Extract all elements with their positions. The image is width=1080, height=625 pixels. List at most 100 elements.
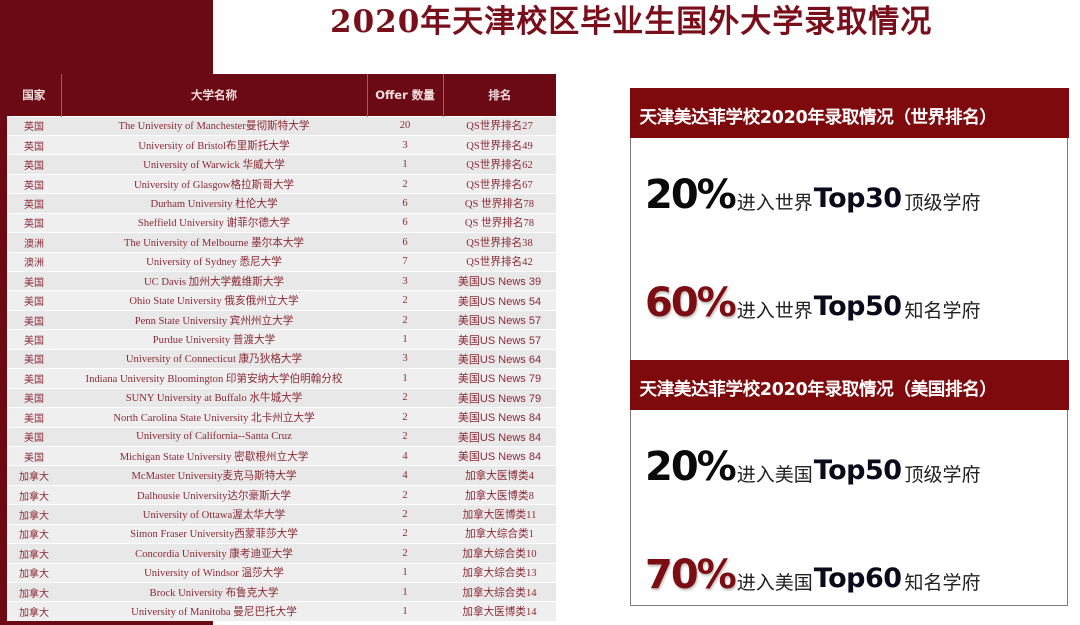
- table-row: 美国 Purdue University 普渡大学 1 美国US News 57: [7, 329, 556, 350]
- cell-university: University of Warwick 华威大学: [61, 154, 367, 175]
- cell-university: The University of Melbourne 墨尔本大学: [61, 232, 367, 253]
- stat-prefix: 进入世界: [736, 191, 813, 214]
- cell-country: 美国: [7, 290, 61, 311]
- cell-rank: QS世界排名49: [443, 134, 556, 155]
- cell-university: University of Ottawa渥太华大学: [61, 504, 367, 525]
- cell-offers: 1: [367, 562, 443, 583]
- cell-country: 美国: [7, 309, 61, 330]
- cell-country: 美国: [7, 407, 61, 427]
- cell-university: University of Glasgow格拉斯哥大学: [61, 173, 367, 194]
- cell-rank: QS世界排名42: [443, 251, 556, 272]
- stat-world-top30: 20% 进入世界 Top30 顶级学府: [631, 138, 1067, 246]
- table-row: 美国 SUNY University at Buffalo 水牛城大学 2 美国US …: [7, 387, 556, 408]
- table-body: 英国 The University of Manchester曼彻斯特大学 20 QS…: [7, 115, 556, 622]
- cell-university: Penn State University 宾州州立大学: [61, 309, 367, 330]
- cell-university: McMaster University麦克马斯特大学: [61, 465, 367, 486]
- cell-offers: 3: [367, 270, 443, 291]
- cell-rank: 加拿大综合类14: [443, 581, 556, 602]
- stat-percentage: 70%: [645, 552, 737, 598]
- cell-rank: 美国US News 79: [443, 368, 556, 389]
- cell-rank: 美国US News 64: [443, 348, 556, 369]
- cell-rank: 美国US News 39: [443, 270, 556, 291]
- cell-university: UC Davis 加州大学戴维斯大学: [61, 270, 367, 291]
- cell-country: 澳洲: [7, 251, 61, 272]
- cell-country: 美国: [7, 445, 61, 466]
- cell-offers: 2: [367, 173, 443, 194]
- table-row: 美国 UC Davis 加州大学戴维斯大学 3 美国US News 39: [7, 270, 556, 291]
- header-country: 国家: [7, 74, 61, 116]
- table-row: 加拿大 Simon Fraser University西蒙菲莎大学 2 加拿大综合类1: [7, 523, 556, 544]
- table-row: 美国 Michigan State University 密歇根州立大学 4 美国US…: [7, 445, 556, 466]
- header-rank: 排名: [442, 74, 556, 116]
- table-row: 加拿大 Dalhousie University达尔豪斯大学 2 加拿大医博类8: [7, 484, 556, 505]
- cell-offers: 3: [367, 134, 443, 155]
- cell-offers: 7: [367, 251, 443, 272]
- table-row: 美国 University of Connecticut 康乃狄格大学 3 美国US …: [7, 348, 556, 369]
- cell-offers: 2: [367, 309, 443, 330]
- cell-university: Indiana University Bloomington 印第安纳大学伯明翰…: [61, 368, 367, 389]
- cell-country: 加拿大: [7, 562, 61, 583]
- cell-country: 加拿大: [7, 601, 61, 622]
- cell-rank: QS世界排名67: [443, 173, 556, 194]
- cell-rank: 美国US News 54: [443, 290, 556, 311]
- stat-us-top50: 20% 进入美国 Top50 顶级学府: [631, 410, 1067, 518]
- table-row: 加拿大 Brock University 布鲁克大学 1 加拿大综合类14: [7, 581, 556, 602]
- cell-offers: 2: [367, 426, 443, 447]
- cell-offers: 1: [367, 154, 443, 175]
- cell-university: University of Bristol布里斯托大学: [61, 134, 367, 155]
- cell-country: 美国: [7, 270, 61, 291]
- stat-prefix: 进入世界: [736, 299, 813, 322]
- us-ranking-header: 天津美达菲学校2020年录取情况（美国排名）: [629, 360, 1069, 410]
- cell-offers: 20: [367, 115, 443, 136]
- cell-rank: 美国US News 84: [443, 445, 556, 466]
- cell-rank: 美国US News 57: [443, 329, 556, 350]
- stat-suffix: 顶级学府: [904, 191, 981, 214]
- cell-rank: 加拿大综合类13: [443, 562, 556, 583]
- cell-offers: 2: [367, 523, 443, 544]
- table-row: 美国 University of California--Santa Cruz 2 美…: [7, 426, 556, 447]
- cell-rank: 加拿大综合类1: [443, 523, 556, 544]
- cell-country: 澳洲: [7, 232, 61, 253]
- cell-country: 英国: [7, 212, 61, 233]
- cell-university: University of Windsor 温莎大学: [61, 562, 367, 583]
- table-row: 澳洲 University of Sydney 悉尼大学 7 QS世界排名42: [7, 251, 556, 272]
- header-offers: Offer 数量: [366, 74, 443, 116]
- table-row: 美国 Indiana University Bloomington 印第安纳大学伯…: [7, 368, 556, 389]
- cell-university: University of Connecticut 康乃狄格大学: [61, 348, 367, 369]
- table-row: 英国 Sheffield University 谢菲尔德大学 6 QS 世界排名78: [7, 212, 556, 233]
- cell-country: 英国: [7, 193, 61, 214]
- stat-prefix: 进入美国: [736, 463, 813, 486]
- cell-university: University of California--Santa Cruz: [61, 426, 367, 447]
- table-row: 加拿大 University of Windsor 温莎大学 1 加拿大综合类13: [7, 562, 556, 583]
- cell-country: 美国: [7, 329, 61, 350]
- stat-top-tier: Top50: [813, 454, 902, 486]
- cell-rank: 加拿大医博类4: [443, 465, 556, 486]
- stat-world-top50: 60% 进入世界 Top50 知名学府: [631, 246, 1067, 360]
- cell-offers: 1: [367, 581, 443, 602]
- cell-university: The University of Manchester曼彻斯特大学: [61, 115, 367, 136]
- stat-suffix: 知名学府: [904, 299, 981, 322]
- cell-offers: 1: [367, 601, 443, 622]
- cell-country: 美国: [7, 368, 61, 389]
- table-row: 英国 The University of Manchester曼彻斯特大学 20 QS…: [7, 115, 556, 136]
- stat-percentage: 20%: [645, 172, 737, 218]
- table-row: 加拿大 Concordia University 康考迪亚大学 2 加拿大综合类10: [7, 543, 556, 564]
- cell-offers: 3: [367, 348, 443, 369]
- cell-offers: 4: [367, 465, 443, 486]
- cell-university: Michigan State University 密歇根州立大学: [61, 445, 367, 466]
- cell-offers: 1: [367, 329, 443, 350]
- cell-offers: 2: [367, 504, 443, 525]
- stat-suffix: 顶级学府: [904, 463, 981, 486]
- cell-country: 加拿大: [7, 581, 61, 602]
- cell-rank: 美国US News 84: [443, 407, 556, 427]
- stat-percentage: 60%: [645, 280, 737, 326]
- admissions-table: 国家 大学名称 Offer 数量 排名 英国 The University of …: [7, 74, 556, 622]
- cell-country: 英国: [7, 173, 61, 194]
- cell-offers: 6: [367, 193, 443, 214]
- cell-university: Purdue University 普渡大学: [61, 329, 367, 350]
- cell-country: 英国: [7, 154, 61, 175]
- stat-top-tier: Top50: [813, 290, 902, 322]
- stat-us-top60: 70% 进入美国 Top60 知名学府: [631, 518, 1067, 625]
- cell-university: University of Sydney 悉尼大学: [61, 251, 367, 272]
- table-row: 美国 Penn State University 宾州州立大学 2 美国US News…: [7, 309, 556, 330]
